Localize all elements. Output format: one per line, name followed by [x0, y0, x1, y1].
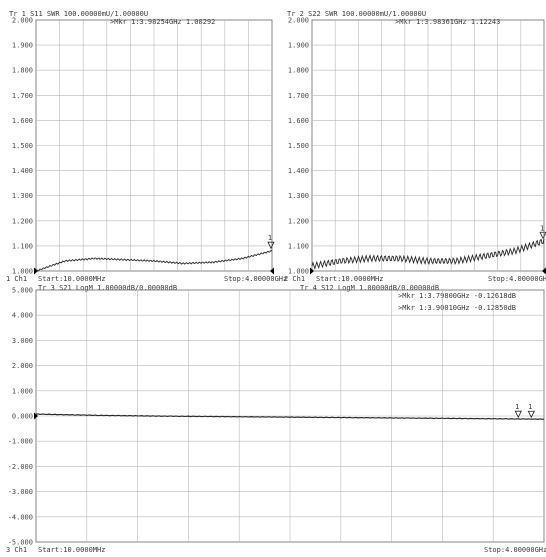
y-tick-label: 1.300	[12, 192, 33, 200]
y-tick-label: 1.300	[288, 192, 309, 200]
trace-header-2: Tr 4 S12 LogM 1.00000dB/0.00000dB	[300, 284, 439, 292]
panel-tr2: Tr 2 S22 SWR 100.00000mU/1.00000U >Mkr 1…	[284, 10, 546, 283]
y-tick-label: 2.000	[288, 17, 309, 25]
reference-level-arrow	[270, 267, 274, 275]
marker-number: 1	[268, 234, 272, 242]
y-tick-label: 1.600	[288, 117, 309, 125]
grid	[34, 19, 274, 275]
marker-triangle[interactable]	[539, 231, 546, 240]
marker-readout: >Mkr 1:3.98361GHz 1.12243	[395, 18, 500, 26]
trace-line	[35, 249, 273, 272]
y-tick-label: 1.000	[288, 268, 309, 276]
trace-header: Tr 1 S11 SWR 100.00000mU/1.00000U	[9, 10, 148, 18]
channel-label: 2 Ch1	[284, 275, 305, 283]
channel-label: 1 Ch1	[6, 275, 27, 283]
start-frequency: Start:10.0000MHz	[316, 275, 383, 283]
panel-tr1: Tr 1 S11 SWR 100.00000mU/1.00000U >Mkr 1…	[6, 10, 287, 283]
y-tick-label: -5.000	[8, 539, 33, 547]
marker-triangle[interactable]	[267, 241, 275, 250]
y-tick-label: 2.000	[12, 17, 33, 25]
y-tick-label: 1.100	[12, 242, 33, 250]
y-tick-labels: 2.000 1.900 1.800 1.700 1.600 1.500 1.400 1.300…	[288, 17, 309, 276]
y-tick-label: 5.000	[12, 287, 33, 295]
trace-line	[311, 238, 545, 270]
y-tick-label: 1.800	[288, 67, 309, 75]
y-tick-label: 1.200	[12, 217, 33, 225]
y-tick-label: 1.100	[288, 242, 309, 250]
y-tick-label: -1.000	[8, 438, 33, 446]
marker-readout-2: >Mkr 1:3.90010GHz -0.12850dB	[398, 304, 516, 312]
y-tick-label: 1.000	[12, 387, 33, 395]
trace-header: Tr 3 S21 LogM 1.00000dB/0.00000dB	[38, 284, 177, 292]
y-tick-label: 1.400	[12, 167, 33, 175]
start-frequency: Start:10.0000MHz	[38, 275, 105, 283]
marker-triangle[interactable]	[514, 410, 522, 419]
marker-flag[interactable]: 1	[267, 234, 275, 250]
marker-triangle[interactable]	[527, 410, 535, 419]
marker-number: 1	[515, 403, 519, 411]
y-tick-labels: 2.000 1.900 1.800 1.700 1.600 1.500 1.400 1.300…	[12, 17, 33, 276]
channel-label: 3 Ch1	[6, 546, 27, 554]
trace-header: Tr 2 S22 SWR 100.00000mU/1.00000U	[287, 10, 426, 18]
reference-level-arrow	[542, 267, 546, 275]
y-tick-label: 1.200	[288, 217, 309, 225]
y-tick-label: 1.900	[12, 42, 33, 50]
y-tick-label: 1.500	[288, 142, 309, 150]
y-tick-label: 1.800	[12, 67, 33, 75]
y-tick-label: 3.000	[12, 337, 33, 345]
y-tick-label: 2.000	[12, 362, 33, 370]
start-frequency: Start:10.0000MHz	[38, 546, 105, 554]
grid	[310, 19, 546, 275]
y-tick-label: -2.000	[8, 463, 33, 471]
y-tick-labels: 5.000 4.000 3.000 2.000 1.000 0.000 -1.000 -2.0…	[8, 287, 33, 547]
y-tick-label: 1.500	[12, 142, 33, 150]
y-tick-label: 4.000	[12, 312, 33, 320]
y-tick-label: 1.700	[12, 92, 33, 100]
marker-number: 1	[528, 403, 532, 411]
marker-readout: >Mkr 1:3.98254GHz 1.08292	[110, 18, 215, 26]
stop-frequency: Stop:4.00000GHz	[484, 546, 546, 554]
y-tick-label: 1.900	[288, 42, 309, 50]
y-tick-label: 1.400	[288, 167, 309, 175]
y-tick-label: -4.000	[8, 513, 33, 521]
y-tick-label: 1.700	[288, 92, 309, 100]
y-tick-label: -3.000	[8, 488, 33, 496]
trace-line-2	[35, 413, 545, 420]
panel-tr34: Tr 3 S21 LogM 1.00000dB/0.00000dB Tr 4 S…	[6, 284, 546, 554]
marker-readout: >Mkr 1:3.79800GHz -0.12618dB	[398, 292, 516, 300]
reference-level-arrow	[310, 267, 314, 275]
marker-number: 1	[540, 224, 544, 232]
y-tick-label: 1.000	[12, 268, 33, 276]
marker-flag[interactable]: 1	[539, 224, 546, 240]
y-tick-label: 0.000	[12, 413, 33, 421]
stop-frequency: Stop:4.00000GHz	[488, 275, 546, 283]
y-tick-label: 1.600	[12, 117, 33, 125]
stop-frequency: Stop:4.00000GHz	[224, 275, 287, 283]
reference-level-arrow	[34, 412, 38, 420]
